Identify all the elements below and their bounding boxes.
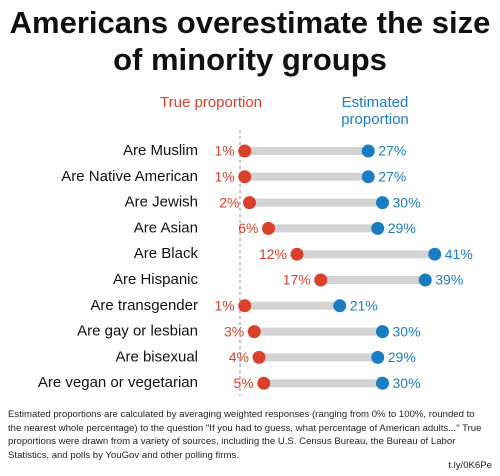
estimate-label: 29%	[388, 349, 416, 365]
true-dot	[243, 196, 256, 210]
true-dot	[247, 325, 261, 339]
estimate-dot	[376, 196, 389, 210]
estimate-label: 39%	[435, 272, 463, 288]
category-label: Are Jewish	[125, 194, 198, 211]
estimate-dot	[371, 221, 385, 235]
category-label: Are Asian	[134, 219, 198, 236]
estimate-dot	[428, 247, 442, 261]
chart-title: Americans overestimate the size of minor…	[9, 5, 491, 77]
estimate-dot	[376, 325, 389, 339]
estimate-dot	[361, 144, 375, 158]
category-label: Are Muslim	[123, 142, 198, 159]
category-label: Are bisexual	[115, 348, 198, 365]
true-label: 12%	[259, 246, 287, 262]
estimate-dot	[361, 170, 375, 184]
category-label: Are gay or lesbian	[77, 323, 198, 340]
true-dot	[314, 273, 328, 287]
category-label: Are vegan or vegetarian	[38, 374, 198, 391]
source: t.ly/0K6Pe	[448, 460, 492, 471]
estimate-label: 30%	[393, 375, 421, 391]
true-dot	[238, 299, 252, 313]
category-label: Are Native American	[61, 168, 198, 185]
true-dot	[257, 376, 271, 390]
estimate-dot	[376, 376, 389, 390]
true-label: 6%	[238, 220, 258, 236]
legend-entry: True proportion	[160, 94, 262, 111]
category-label: Are Black	[134, 245, 199, 262]
true-label: 5%	[234, 375, 254, 391]
estimate-label: 30%	[393, 323, 421, 339]
estimate-dot	[418, 273, 432, 287]
true-label: 2%	[219, 194, 239, 210]
category-label: Are transgender	[90, 297, 198, 314]
estimate-label: 30%	[393, 194, 421, 210]
true-dot	[262, 221, 275, 235]
true-label: 17%	[283, 272, 311, 288]
estimate-label: 21%	[350, 298, 378, 314]
true-label: 1%	[215, 298, 235, 314]
true-dot	[238, 144, 252, 158]
estimate-dot	[371, 350, 385, 364]
true-dot	[252, 350, 266, 364]
estimate-label: 41%	[445, 246, 473, 262]
category-label: Are Hispanic	[113, 271, 199, 288]
estimate-label: 27%	[378, 169, 406, 185]
true-label: 1%	[215, 143, 235, 159]
true-label: 4%	[229, 349, 249, 365]
true-dot	[290, 247, 304, 261]
true-dot	[238, 170, 252, 184]
true-label: 1%	[215, 169, 235, 185]
estimate-label: 29%	[388, 220, 416, 236]
estimate-label: 27%	[378, 143, 406, 159]
legend-entry: Estimated proportion	[341, 94, 409, 128]
footnote: Estimated proportions are calculated by …	[8, 409, 482, 461]
true-label: 3%	[224, 323, 244, 339]
estimate-dot	[333, 299, 347, 313]
